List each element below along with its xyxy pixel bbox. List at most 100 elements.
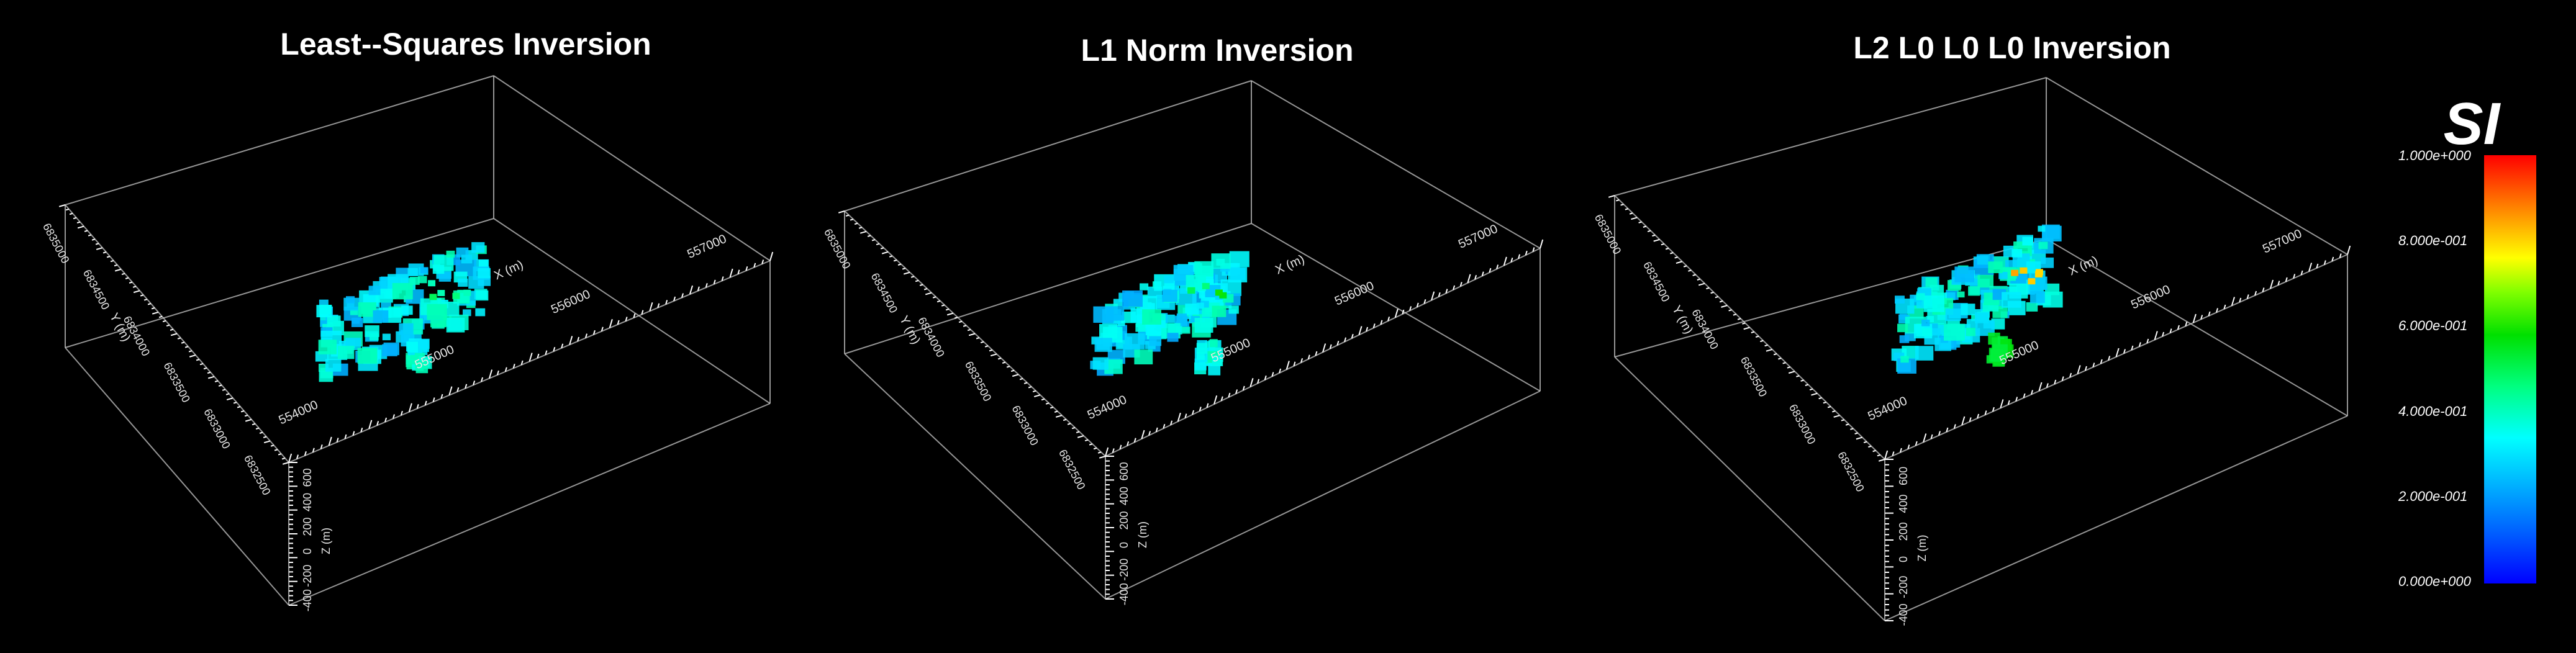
panel-title: L2 L0 L0 L0 Inversion	[1853, 30, 2170, 65]
y-tick-mark	[1652, 235, 1655, 236]
y-tick-mark	[989, 350, 992, 351]
y-tick-label: 6834500	[869, 271, 900, 315]
y-tick-mark	[133, 286, 136, 287]
y-tick-mark	[937, 301, 940, 302]
y-tick-label: 6834500	[1641, 259, 1672, 304]
y-tick-mark	[1007, 366, 1010, 367]
x-tick-label: 557000	[685, 232, 728, 261]
voxel	[1211, 253, 1230, 269]
voxel	[1149, 336, 1161, 346]
y-tick-mark	[860, 232, 866, 233]
y-tick-mark	[1706, 288, 1709, 289]
voxel	[447, 251, 455, 258]
voxel	[1977, 275, 1993, 287]
y-tick-mark	[245, 420, 252, 421]
voxel	[1961, 304, 1975, 315]
y-tick-mark	[1744, 328, 1750, 330]
y-tick-mark	[998, 358, 1001, 359]
y-tick-mark	[1766, 349, 1772, 351]
y-tick-mark	[925, 293, 932, 295]
voxel	[319, 371, 333, 382]
voxel-hotspot	[429, 294, 437, 300]
voxel	[369, 286, 381, 295]
voxel-hotspot	[452, 293, 460, 299]
colorbar-label: 8.000e-001	[2398, 233, 2467, 248]
colorbar-label: 6.000e-001	[2398, 318, 2467, 333]
y-tick-mark	[991, 354, 997, 356]
box-edge	[494, 76, 770, 261]
y-tick-mark	[1711, 292, 1714, 293]
y-tick-mark	[1698, 284, 1705, 286]
x-axis-label: X (m)	[492, 258, 525, 282]
voxel	[399, 323, 413, 335]
y-tick-mark	[882, 252, 888, 254]
voxel	[1930, 285, 1944, 296]
z-tick-label: 400	[1118, 487, 1130, 505]
voxel-hotspot	[463, 290, 471, 296]
y-tick-label: 6832500	[242, 453, 273, 497]
y-tick-mark	[955, 317, 958, 318]
y-tick-mark	[1076, 432, 1079, 433]
y-tick-mark	[263, 437, 266, 438]
y-tick-mark	[1654, 240, 1660, 241]
y-tick-mark	[1050, 407, 1053, 408]
y-tick-mark	[1720, 301, 1723, 302]
y-tick-mark	[1846, 424, 1849, 425]
voxel	[1900, 335, 1910, 343]
y-tick-mark	[1868, 446, 1871, 447]
voxel	[1230, 268, 1246, 281]
z-axis-label: Z (m)	[1136, 521, 1149, 548]
voxel	[2041, 258, 2054, 268]
y-tick-mark	[911, 276, 914, 277]
box-edge	[2046, 78, 2347, 254]
voxel	[1230, 251, 1249, 268]
voxel	[1182, 326, 1190, 333]
voxel	[382, 344, 397, 356]
y-tick-label: 6833000	[1009, 403, 1041, 448]
y-tick-mark	[1661, 244, 1664, 245]
voxel	[471, 242, 484, 253]
voxel	[365, 325, 379, 337]
voxel	[407, 268, 417, 276]
voxel	[1135, 323, 1146, 332]
y-tick-mark	[1864, 442, 1867, 443]
y-tick-mark	[84, 231, 88, 232]
voxel-hotspot	[2011, 270, 2018, 276]
y-tick-mark	[981, 342, 984, 343]
y-tick-mark	[1085, 440, 1088, 441]
voxel	[2030, 291, 2045, 303]
y-tick-mark	[1693, 275, 1696, 276]
voxel	[1988, 261, 2002, 273]
y-tick-label: 6833500	[1738, 354, 1770, 399]
y-tick-mark	[898, 264, 901, 265]
voxel	[1900, 356, 1908, 363]
z-tick-label: 200	[1897, 522, 1910, 541]
y-tick-mark	[282, 458, 285, 459]
y-tick-mark	[920, 285, 923, 286]
voxel	[475, 308, 485, 317]
voxel	[1957, 292, 1964, 298]
z-tick-label: -400	[301, 589, 314, 611]
voxel	[401, 305, 412, 315]
y-tick-mark	[166, 325, 170, 326]
y-tick-mark	[115, 269, 121, 271]
y-tick-mark	[1811, 394, 1817, 395]
voxel	[2038, 226, 2045, 232]
voxel	[1977, 256, 1989, 264]
y-tick-mark	[222, 389, 225, 390]
y-tick-mark	[1068, 423, 1071, 424]
voxel	[1197, 343, 1207, 353]
voxel	[1895, 295, 1905, 304]
y-tick-mark	[163, 321, 166, 322]
voxel	[419, 339, 429, 349]
y-tick-mark	[1056, 415, 1062, 417]
y-tick-label: 6835000	[40, 221, 72, 265]
panel-title: L1 Norm Inversion	[1081, 33, 1354, 68]
y-tick-mark	[227, 398, 233, 400]
voxel	[1228, 305, 1238, 313]
voxel	[1975, 312, 1989, 323]
y-tick-mark	[1819, 398, 1822, 399]
voxel	[476, 290, 488, 300]
voxel	[1897, 324, 1908, 333]
box-edge	[845, 354, 1105, 599]
